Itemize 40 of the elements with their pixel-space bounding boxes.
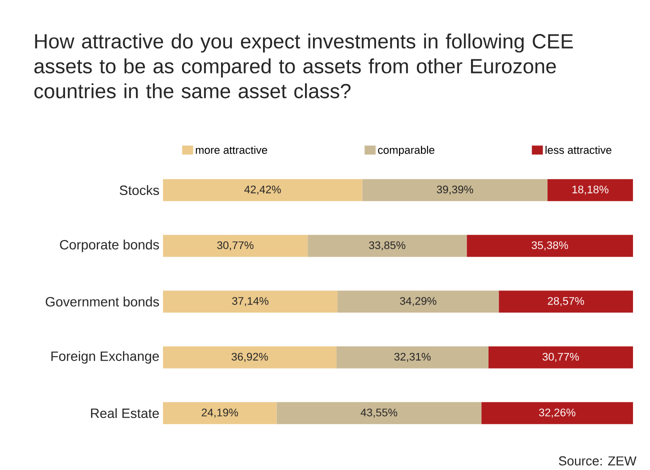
bar [488,346,634,368]
bar [276,402,482,424]
data-label: 43,55% [360,408,398,418]
data-label: 18,18% [572,186,608,195]
legend-label: less attractive [546,146,612,154]
data-label: 32,31% [394,352,431,362]
bar [338,290,499,313]
legend-label: more attractive [196,146,268,154]
y-tick-label: Real Estate [91,408,159,418]
y-tick-label: Stocks [120,185,159,196]
bar [481,402,634,424]
data-label: 28,57% [548,297,584,306]
bar [163,234,308,257]
data-label: 39,39% [436,186,474,195]
data-label: 35,38% [532,241,568,250]
legend-label: comparable [378,146,434,156]
data-label: 24,19% [202,408,238,418]
bar [163,290,338,313]
bar [548,179,633,202]
data-label: 30,77% [542,352,579,362]
bar [163,179,362,202]
bar [498,290,634,313]
bar [466,234,634,257]
bar [308,234,467,257]
data-label: 36,92% [232,352,268,362]
y-tick-label: Corporate bonds [60,240,159,252]
bar [362,179,548,202]
source-note: Source: ZEW [558,456,636,466]
bar [163,346,337,368]
y-tick-label: Government bonds [46,296,159,307]
data-label: 33,85% [369,241,406,250]
y-tick-label: Foreign Exchange [51,351,159,364]
data-label: 32,26% [539,408,576,418]
chart-title: How attractive do you expect investments in following CEE assets to be as compared to assets from other Eurozone countries in the same asset class? [34,34,573,98]
data-label: 30,77% [217,241,254,250]
data-label: 34,29% [400,297,436,306]
data-label: 42,42% [244,186,281,195]
bar [163,402,277,424]
data-label: 37,14% [232,297,268,306]
bar [336,346,488,368]
